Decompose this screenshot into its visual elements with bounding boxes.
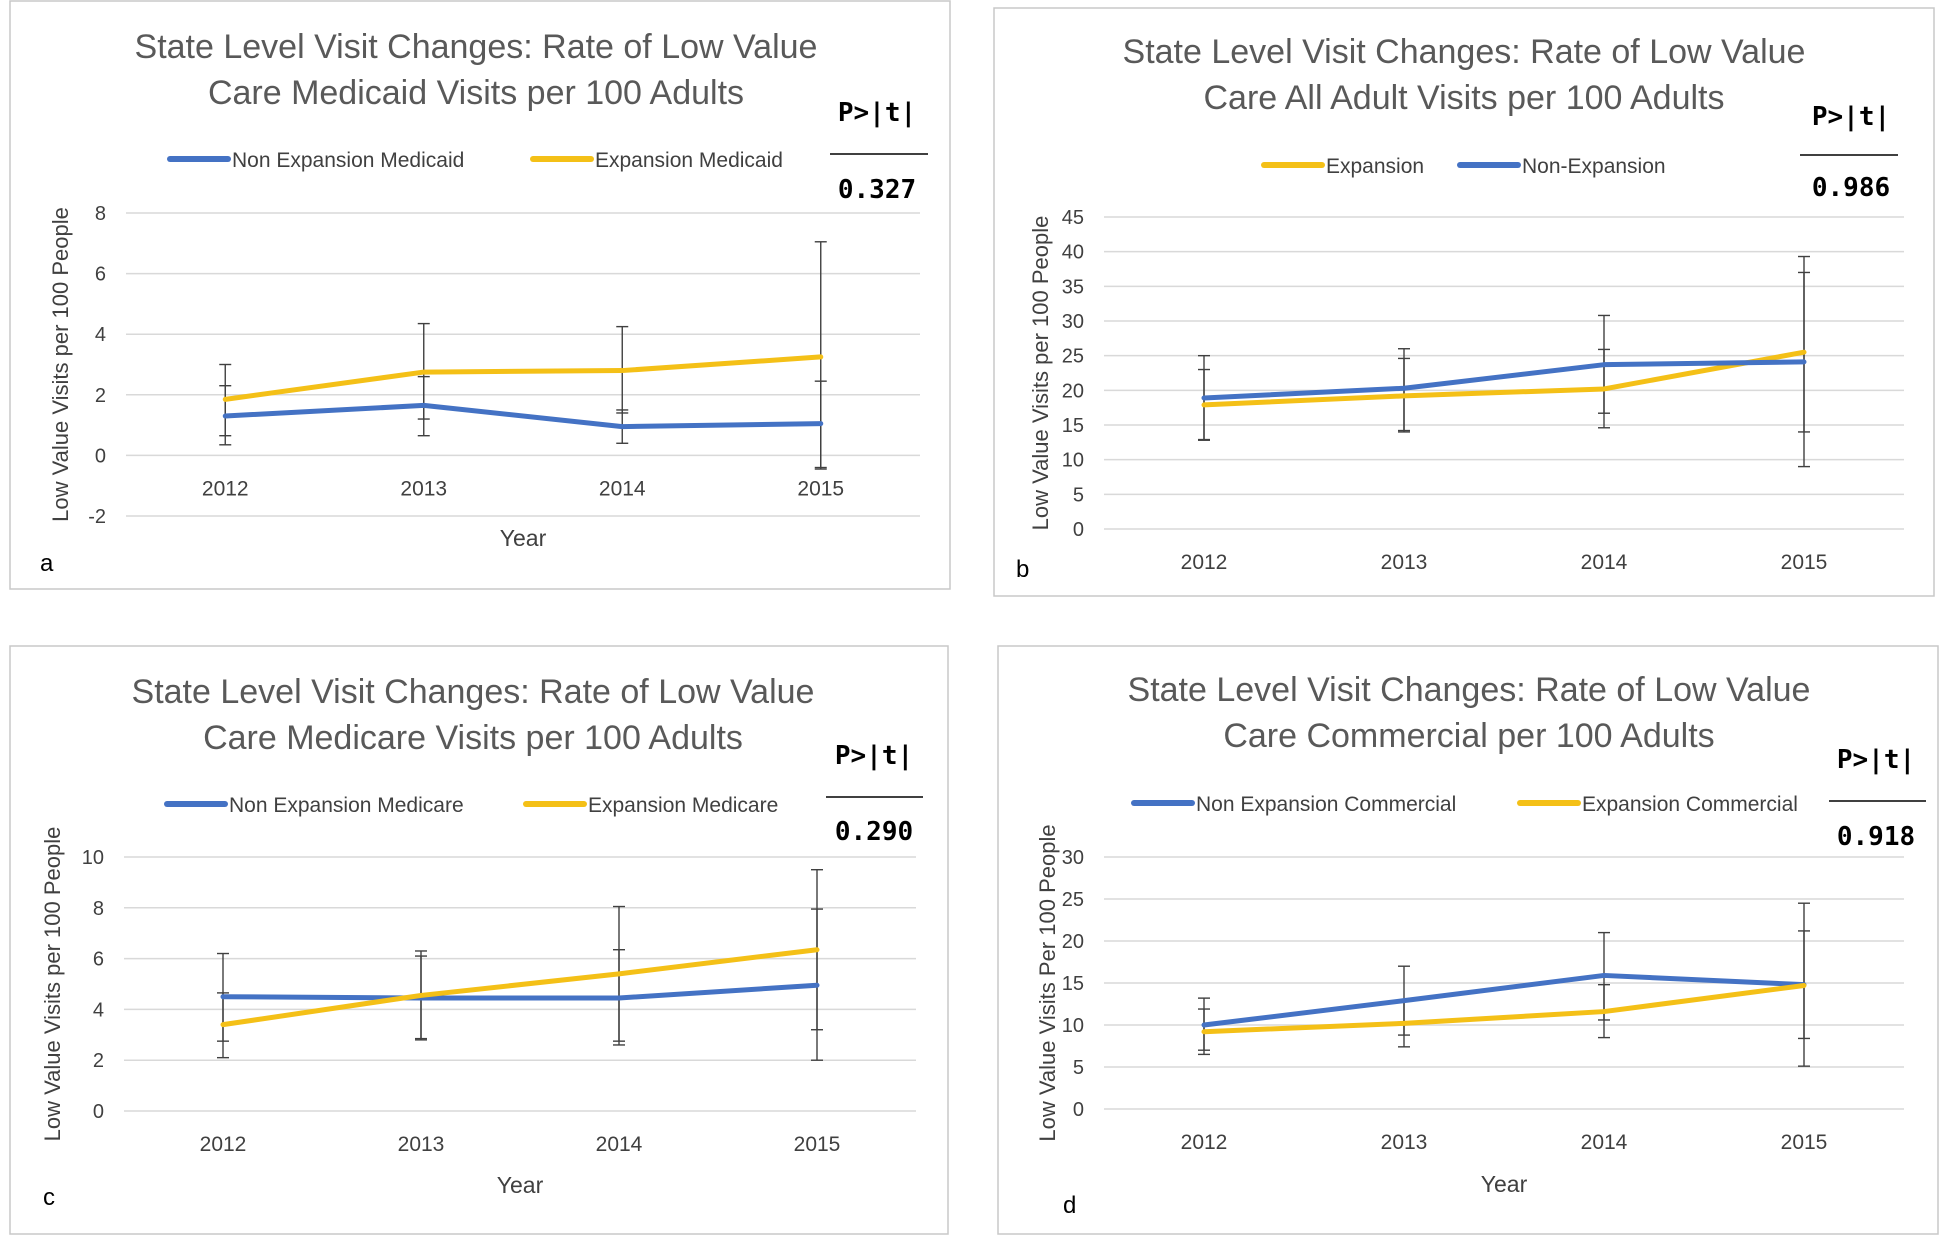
pvalue: 0.290 <box>835 817 913 847</box>
y-tick-label: 30 <box>1062 311 1084 333</box>
x-axis-label: Year <box>500 525 547 551</box>
y-tick-label: 20 <box>1062 931 1084 953</box>
y-axis-label: Low Value Visits per 100 People <box>1028 216 1053 531</box>
legend-entry: Non-Expansion <box>1522 155 1666 178</box>
chart-title-line-1: State Level Visit Changes: Rate of Low V… <box>135 28 818 66</box>
panel-label: d <box>1063 1192 1076 1219</box>
chart-title-line-1: State Level Visit Changes: Rate of Low V… <box>132 673 815 711</box>
legend-entry: Non Expansion Commercial <box>1196 793 1456 816</box>
series-line <box>220 982 820 1001</box>
y-tick-label: 5 <box>1073 1057 1084 1079</box>
y-tick-label: 8 <box>93 898 104 920</box>
chart-title-line-2: Care Commercial per 100 Adults <box>1223 717 1714 755</box>
y-tick-label: 4 <box>93 999 104 1021</box>
legend-entry: Expansion Medicaid <box>595 149 783 172</box>
y-tick-label: 0 <box>93 1101 104 1123</box>
pvalue: 0.918 <box>1837 822 1915 852</box>
y-axis-label: Low Value Visits per 100 People <box>48 207 73 522</box>
x-tick-label: 2012 <box>1181 1131 1228 1154</box>
x-tick-label: 2014 <box>599 477 646 500</box>
x-tick-label: 2015 <box>1781 1131 1828 1154</box>
y-tick-label: 6 <box>93 949 104 971</box>
legend-entry: Expansion Medicare <box>588 794 778 817</box>
y-tick-label: 20 <box>1062 380 1084 402</box>
series-line <box>1201 983 1807 1035</box>
y-tick-label: -2 <box>88 506 106 528</box>
panel-label: c <box>43 1184 55 1211</box>
pvalue-header: P>|t| <box>835 741 913 771</box>
x-tick-label: 2013 <box>398 1133 445 1156</box>
pvalue: 0.327 <box>838 175 916 205</box>
y-tick-label: 0 <box>1073 519 1084 541</box>
y-tick-label: 45 <box>1062 207 1084 229</box>
x-tick-label: 2015 <box>1781 551 1828 574</box>
y-tick-label: 10 <box>1062 1015 1084 1037</box>
legend-entry: Non Expansion Medicare <box>229 794 464 817</box>
panel-frame-d <box>997 645 1939 1235</box>
y-tick-label: 35 <box>1062 276 1084 298</box>
panel-frame-b <box>993 7 1935 597</box>
y-tick-label: 2 <box>95 385 106 407</box>
x-tick-label: 2012 <box>1181 551 1228 574</box>
legend-entry: Expansion <box>1326 155 1424 178</box>
chart-b: State Level Visit Changes: Rate of Low V… <box>1016 33 1904 583</box>
y-tick-label: 5 <box>1073 484 1084 506</box>
x-tick-label: 2013 <box>1381 1131 1428 1154</box>
series-line <box>222 354 824 402</box>
chart-title-line-2: Care All Adult Visits per 100 Adults <box>1203 79 1724 117</box>
chart-title-line-1: State Level Visit Changes: Rate of Low V… <box>1123 33 1806 71</box>
pvalue: 0.986 <box>1812 173 1890 203</box>
y-tick-label: 4 <box>95 324 106 346</box>
y-tick-label: 30 <box>1062 847 1084 869</box>
chart-a: State Level Visit Changes: Rate of Low V… <box>40 28 928 577</box>
panel-label: b <box>1016 556 1029 583</box>
y-tick-label: 2 <box>93 1050 104 1072</box>
y-tick-label: 10 <box>1062 450 1084 472</box>
x-tick-label: 2012 <box>202 477 249 500</box>
series-line <box>220 947 820 1028</box>
x-tick-label: 2014 <box>1581 551 1628 574</box>
y-tick-label: 0 <box>95 445 106 467</box>
series-line <box>1201 349 1807 408</box>
chart-title-line-1: State Level Visit Changes: Rate of Low V… <box>1128 671 1811 709</box>
y-axis-label: Low Value Visits per 100 People <box>40 827 65 1142</box>
x-tick-label: 2015 <box>794 1133 841 1156</box>
series-line <box>1201 359 1807 401</box>
y-tick-label: 25 <box>1062 346 1084 368</box>
x-tick-label: 2014 <box>596 1133 643 1156</box>
x-tick-label: 2014 <box>1581 1131 1628 1154</box>
y-tick-label: 15 <box>1062 973 1084 995</box>
y-tick-label: 0 <box>1073 1099 1084 1121</box>
x-tick-label: 2013 <box>1381 551 1428 574</box>
x-axis-label: Year <box>1481 1171 1528 1197</box>
pvalue-header: P>|t| <box>1837 745 1915 775</box>
series-line <box>1201 972 1807 1028</box>
legend-entry: Expansion Commercial <box>1582 793 1798 816</box>
x-tick-label: 2012 <box>200 1133 247 1156</box>
panel-frame-a <box>9 0 951 590</box>
y-tick-label: 15 <box>1062 415 1084 437</box>
y-tick-label: 6 <box>95 264 106 286</box>
x-tick-label: 2015 <box>797 477 844 500</box>
series-line <box>222 402 824 430</box>
y-tick-label: 8 <box>95 203 106 225</box>
y-tick-label: 10 <box>82 847 104 869</box>
pvalue-header: P>|t| <box>838 98 916 128</box>
panel-label: a <box>40 550 54 577</box>
y-tick-label: 25 <box>1062 889 1084 911</box>
chart-d: State Level Visit Changes: Rate of Low V… <box>1035 671 1926 1219</box>
y-axis-label: Low Value Visits Per 100 People <box>1035 824 1060 1141</box>
y-tick-label: 40 <box>1062 242 1084 264</box>
legend-entry: Non Expansion Medicaid <box>232 149 464 172</box>
x-tick-label: 2013 <box>400 477 447 500</box>
chart-title-line-2: Care Medicare Visits per 100 Adults <box>203 719 743 757</box>
x-axis-label: Year <box>497 1172 544 1198</box>
chart-c: State Level Visit Changes: Rate of Low V… <box>40 673 923 1211</box>
chart-title-line-2: Care Medicaid Visits per 100 Adults <box>208 74 744 112</box>
panel-frame-c <box>9 645 949 1235</box>
pvalue-header: P>|t| <box>1812 102 1890 132</box>
